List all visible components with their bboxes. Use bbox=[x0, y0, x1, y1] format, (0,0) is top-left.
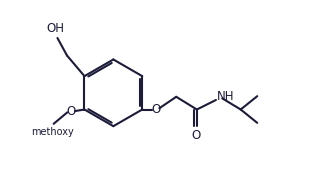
Text: methoxy: methoxy bbox=[31, 127, 73, 137]
Text: O: O bbox=[151, 103, 160, 116]
Text: O: O bbox=[191, 129, 200, 142]
Text: O: O bbox=[66, 105, 76, 118]
Text: OH: OH bbox=[47, 22, 65, 36]
Text: NH: NH bbox=[217, 90, 235, 103]
